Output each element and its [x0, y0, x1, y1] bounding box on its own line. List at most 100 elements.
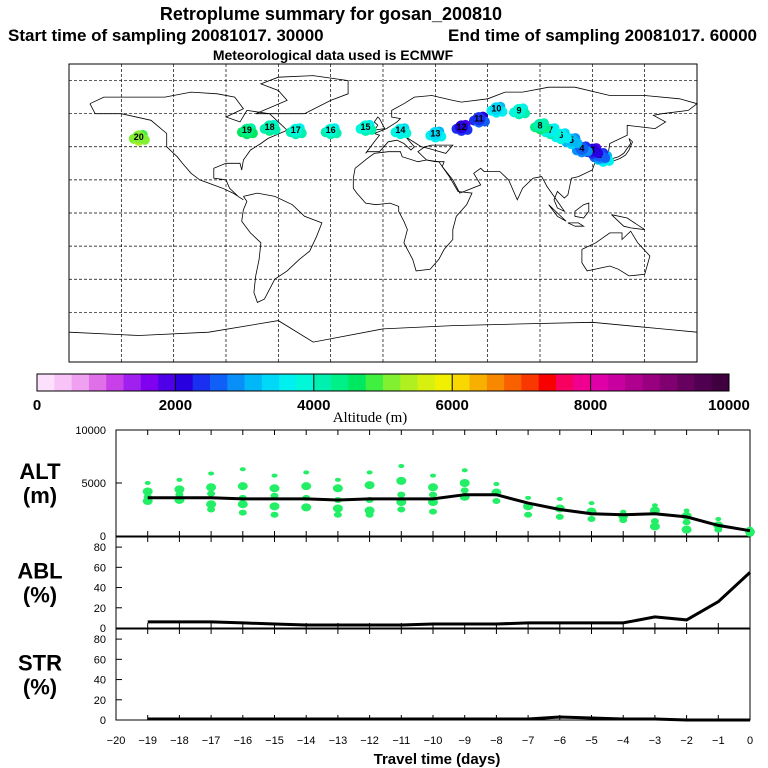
coastline [352, 151, 473, 272]
colorbar-tick-labels: 0 2000 4000 6000 8000 10000 [33, 374, 750, 414]
colorbar-swatch [400, 374, 418, 391]
series-line [147, 571, 752, 627]
x-axis-label: Travel time (days) [374, 751, 501, 768]
alt-scatter-dot [683, 508, 690, 513]
alt-scatter-dot [301, 503, 312, 512]
coastline [255, 75, 349, 115]
alt-scatter-dot [587, 516, 596, 523]
cluster-label: 13 [430, 129, 440, 139]
map-coastlines [68, 75, 698, 343]
alt-scatter-dot [715, 517, 722, 522]
cluster-label: 10 [491, 104, 501, 114]
alt-scatter-dot [428, 483, 438, 492]
x-tick-label: −16 [233, 735, 252, 747]
y-tick-label: 0 [100, 531, 106, 543]
panel-unit: (%) [23, 675, 57, 700]
x-tick-label: −5 [585, 735, 598, 747]
cluster-label: 16 [326, 125, 336, 135]
coastline [567, 222, 585, 227]
coastline [89, 91, 288, 201]
alt-scatter-dot [714, 526, 723, 533]
alt-scatter-dot [270, 511, 279, 518]
colorbar-swatch [158, 374, 176, 391]
y-tick-label: 0 [100, 715, 106, 727]
x-tick-label: −19 [138, 735, 157, 747]
cluster-label: 17 [291, 125, 301, 135]
cluster-marker [428, 127, 442, 141]
cluster-label: 9 [517, 105, 522, 115]
alt-scatter-dot [207, 506, 216, 513]
coastline [241, 192, 323, 303]
coastline [548, 204, 567, 222]
y-tick-label: 20 [94, 695, 106, 707]
cluster-marker [359, 120, 373, 134]
panel-abl: 80 60 40 20 0 ABL(%) [17, 536, 752, 635]
x-tick-label: −7 [522, 735, 535, 747]
colorbar-swatch [106, 374, 124, 391]
cluster-marker [263, 120, 277, 134]
colorbar-swatch [383, 374, 401, 391]
colorbar-swatch [694, 374, 712, 391]
alt-scatter-dot [301, 482, 312, 491]
colorbar-swatch [625, 374, 643, 391]
altitude-colorbar [36, 373, 730, 392]
colorbar-swatch [88, 374, 107, 391]
colorbar-swatch [54, 374, 72, 391]
cluster-label: 12 [456, 122, 466, 132]
alt-scatter-dot [174, 485, 185, 494]
colorbar-swatch [417, 374, 436, 391]
cluster-marker [393, 123, 407, 137]
colorbar-swatch [279, 374, 297, 391]
alt-scatter-dot [460, 487, 469, 494]
colorbar-swatch [244, 374, 263, 391]
panel-label: ABL [17, 559, 62, 584]
colorbar-label: Altitude (m) [333, 410, 408, 426]
x-tick-label: −2 [680, 735, 693, 747]
cluster-label: 11 [474, 114, 484, 124]
colorbar-swatch [486, 374, 505, 391]
colorbar-swatch [711, 374, 730, 391]
coastline [365, 86, 698, 213]
series-line [147, 493, 751, 533]
alt-scatter-dot [237, 500, 248, 509]
y-tick-label: 20 [94, 603, 106, 615]
colorbar-swatch [313, 374, 332, 391]
cluster-marker [533, 118, 547, 132]
x-tick-label: −1 [712, 735, 725, 747]
colorbar-swatch [504, 374, 522, 391]
series-line [147, 715, 750, 722]
alt-scatter-dot [459, 479, 470, 487]
colorbar-swatch [348, 374, 366, 391]
alt-scatter-dot [493, 482, 500, 487]
end-time-title: End time of sampling 20081017. 60000 [448, 26, 757, 45]
x-tick-label: −14 [297, 735, 316, 747]
colorbar-swatch [590, 374, 609, 391]
cluster-marker [132, 130, 146, 144]
alt-scatter-dot [650, 518, 659, 525]
alt-scatter-dot [429, 491, 437, 498]
alt-scatter-dot [176, 477, 183, 482]
y-tick-label: 5000 [82, 478, 106, 490]
alt-scatter-dot [556, 496, 563, 501]
cluster-marker [324, 123, 338, 137]
panel-label: STR [18, 651, 62, 676]
alt-scatter-dot [746, 530, 754, 537]
alt-scatter-dot [142, 487, 153, 496]
colorbar-swatch [210, 374, 228, 391]
cluster-marker [455, 120, 468, 134]
colorbar-swatch [659, 374, 678, 391]
alt-scatter-dot [651, 503, 658, 508]
x-tick-label: −9 [458, 735, 471, 747]
alt-scatter-dot [524, 511, 533, 518]
colorbar-swatch [452, 374, 470, 391]
alt-scatter-dot [492, 498, 501, 505]
alt-scatter-dot [429, 508, 437, 515]
y-tick-label: 40 [94, 583, 106, 595]
alt-scatter-dot [303, 470, 310, 475]
x-tick-label: −18 [170, 735, 189, 747]
met-data-title: Meteorological data used is ECMWF [213, 47, 454, 63]
alt-scatter-dot [270, 492, 279, 499]
alt-scatter-dot [397, 506, 406, 513]
time-series-panels: 1000050000ALT(m)806040200ABL(%)806040200… [17, 425, 755, 727]
colorbar-tick-label: 10000 [708, 397, 750, 414]
